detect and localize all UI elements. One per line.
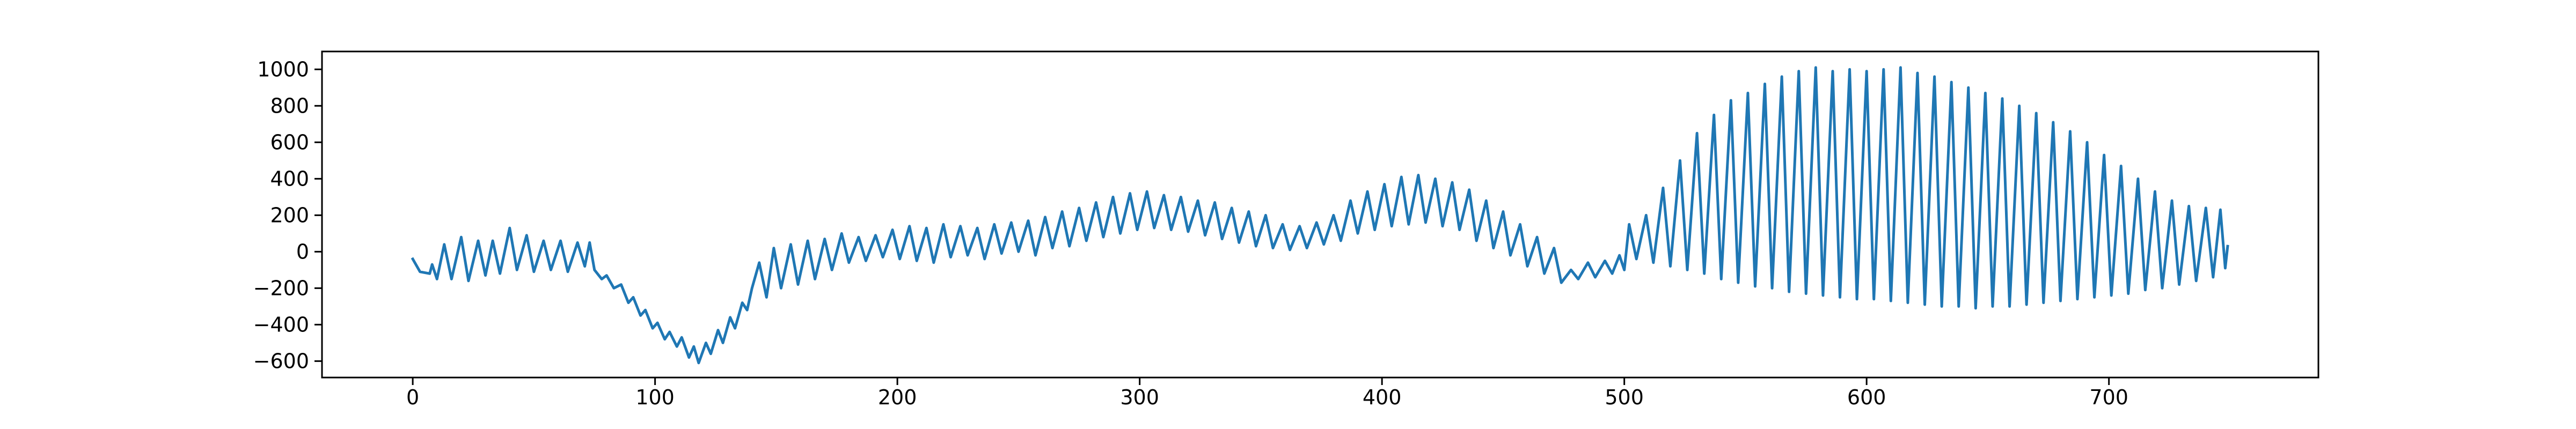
y-tick-label: 0: [296, 240, 309, 263]
x-tick-label: 0: [406, 386, 419, 409]
y-tick-label: −200: [253, 276, 309, 300]
plot-area: [411, 66, 2229, 365]
y-tick-label: 1000: [257, 57, 309, 81]
x-tick-label: 500: [1605, 386, 1644, 409]
y-tick-label: 200: [270, 203, 309, 227]
data-line: [411, 66, 2229, 365]
y-tick-label: 600: [270, 130, 309, 154]
x-tick-label: 400: [1363, 386, 1402, 409]
x-tick-label: 200: [878, 386, 917, 409]
y-tick-label: 400: [270, 167, 309, 190]
y-tick-label: 800: [270, 94, 309, 117]
x-tick-label: 700: [2089, 386, 2128, 409]
x-tick-label: 300: [1120, 386, 1159, 409]
y-tick-label: −600: [253, 349, 309, 373]
y-tick-label: −400: [253, 313, 309, 336]
x-tick-label: 100: [635, 386, 675, 409]
x-tick-label: 600: [1847, 386, 1886, 409]
